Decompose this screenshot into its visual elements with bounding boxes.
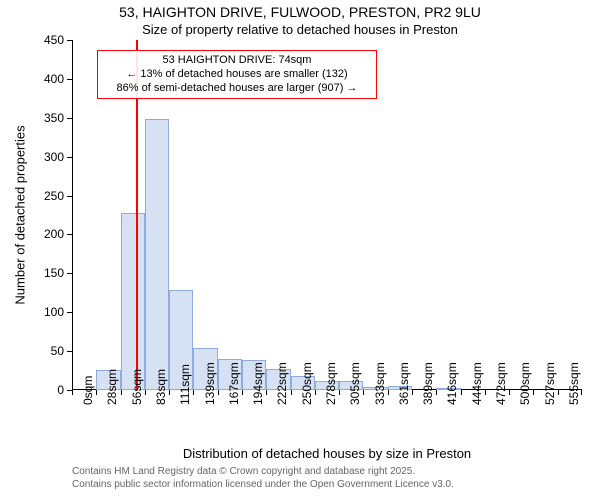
y-tick-mark xyxy=(67,157,72,158)
x-tick-mark xyxy=(121,390,122,395)
y-tick-label: 400 xyxy=(32,72,64,86)
annotation-line: 86% of semi-detached houses are larger (… xyxy=(104,82,370,96)
annotation-box: 53 HAIGHTON DRIVE: 74sqm← 13% of detache… xyxy=(97,50,377,99)
y-tick-label: 450 xyxy=(32,33,64,47)
x-tick-mark xyxy=(436,390,437,395)
y-axis-label: Number of detached properties xyxy=(13,125,28,304)
x-tick-mark xyxy=(169,390,170,395)
y-axis-line xyxy=(72,40,73,390)
y-tick-label: 50 xyxy=(32,344,64,358)
histogram-bar xyxy=(145,119,169,390)
plot-area: 53 HAIGHTON DRIVE: 74sqm← 13% of detache… xyxy=(72,40,582,390)
y-tick-label: 100 xyxy=(32,305,64,319)
annotation-line: 53 HAIGHTON DRIVE: 74sqm xyxy=(104,54,370,68)
y-tick-label: 250 xyxy=(32,189,64,203)
x-tick-mark xyxy=(461,390,462,395)
y-tick-label: 0 xyxy=(32,383,64,397)
y-tick-label: 300 xyxy=(32,150,64,164)
x-tick-mark xyxy=(339,390,340,395)
x-tick-mark xyxy=(558,390,559,395)
x-tick-mark xyxy=(485,390,486,395)
y-tick-label: 200 xyxy=(32,227,64,241)
y-tick-mark xyxy=(67,351,72,352)
x-axis-label: Distribution of detached houses by size … xyxy=(72,446,582,461)
y-tick-mark xyxy=(67,312,72,313)
footnote-line: Contains public sector information licen… xyxy=(72,479,454,492)
x-tick-mark xyxy=(242,390,243,395)
x-tick-mark xyxy=(509,390,510,395)
y-tick-label: 350 xyxy=(32,111,64,125)
x-tick-mark xyxy=(291,390,292,395)
x-tick-mark xyxy=(533,390,534,395)
x-tick-mark xyxy=(72,390,73,395)
y-tick-label: 150 xyxy=(32,266,64,280)
y-tick-mark xyxy=(67,273,72,274)
x-tick-mark xyxy=(581,390,582,395)
chart-title-main: 53, HAIGHTON DRIVE, FULWOOD, PRESTON, PR… xyxy=(0,4,600,20)
x-tick-mark xyxy=(412,390,413,395)
y-tick-mark xyxy=(67,196,72,197)
x-tick-mark xyxy=(388,390,389,395)
chart-title-sub: Size of property relative to detached ho… xyxy=(0,22,600,37)
x-tick-mark xyxy=(266,390,267,395)
y-tick-mark xyxy=(67,40,72,41)
histogram-bar xyxy=(121,213,145,390)
footnote-line: Contains HM Land Registry data © Crown c… xyxy=(72,466,454,479)
x-tick-mark xyxy=(315,390,316,395)
y-tick-mark xyxy=(67,118,72,119)
x-tick-mark xyxy=(218,390,219,395)
y-tick-mark xyxy=(67,234,72,235)
y-tick-mark xyxy=(67,79,72,80)
x-tick-mark xyxy=(363,390,364,395)
x-tick-mark xyxy=(193,390,194,395)
x-tick-mark xyxy=(96,390,97,395)
footnote: Contains HM Land Registry data © Crown c… xyxy=(72,466,454,491)
annotation-line: ← 13% of detached houses are smaller (13… xyxy=(104,68,370,82)
x-tick-mark xyxy=(145,390,146,395)
